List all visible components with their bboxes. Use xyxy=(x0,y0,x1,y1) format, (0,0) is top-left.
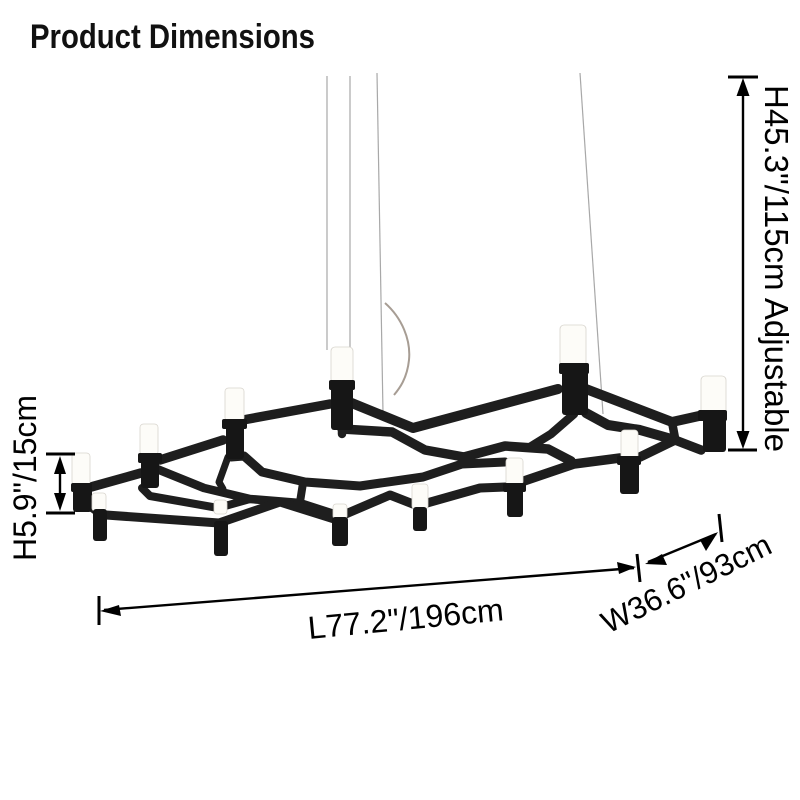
svg-text:L77.2"/196cm: L77.2"/196cm xyxy=(306,591,505,646)
svg-text:W36.6"/93cm: W36.6"/93cm xyxy=(596,527,777,640)
svg-text:H5.9"/15cm: H5.9"/15cm xyxy=(7,395,43,561)
svg-text:H45.3"/115cm Adjustable: H45.3"/115cm Adjustable xyxy=(758,85,795,452)
